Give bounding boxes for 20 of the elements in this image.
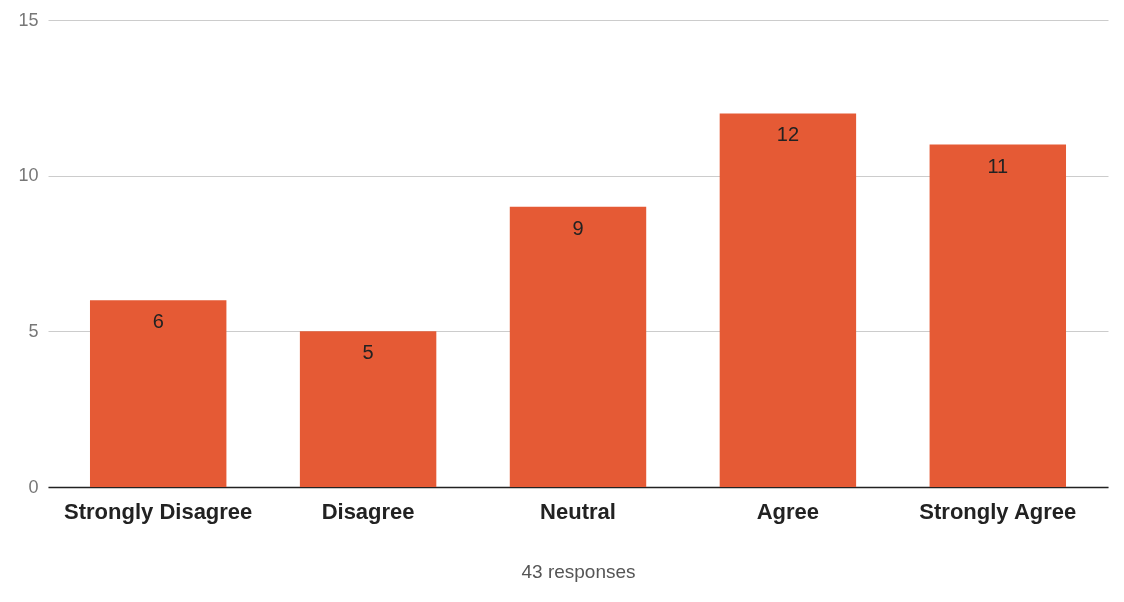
bar xyxy=(719,113,857,487)
bar xyxy=(929,144,1067,487)
y-tick-label: 5 xyxy=(28,320,39,341)
y-tick-label: 10 xyxy=(18,165,39,186)
bar xyxy=(89,300,227,487)
bar xyxy=(299,331,437,487)
x-tick-label: Strongly Agree xyxy=(919,498,1077,524)
x-tick-label: Disagree xyxy=(321,498,415,524)
data-label: 6 xyxy=(152,310,164,333)
bar xyxy=(509,206,647,487)
data-label: 9 xyxy=(572,216,584,239)
y-tick-label: 15 xyxy=(18,9,39,30)
x-tick-label: Agree xyxy=(756,498,820,524)
data-label: 12 xyxy=(776,123,800,146)
data-label: 5 xyxy=(362,341,374,364)
y-tick-label: 0 xyxy=(28,476,39,497)
data-label: 11 xyxy=(987,154,1009,177)
x-tick-label: Strongly Disagree xyxy=(64,498,253,524)
x-tick-label: Neutral xyxy=(540,498,616,524)
x-axis-title: 43 responses xyxy=(521,560,636,582)
